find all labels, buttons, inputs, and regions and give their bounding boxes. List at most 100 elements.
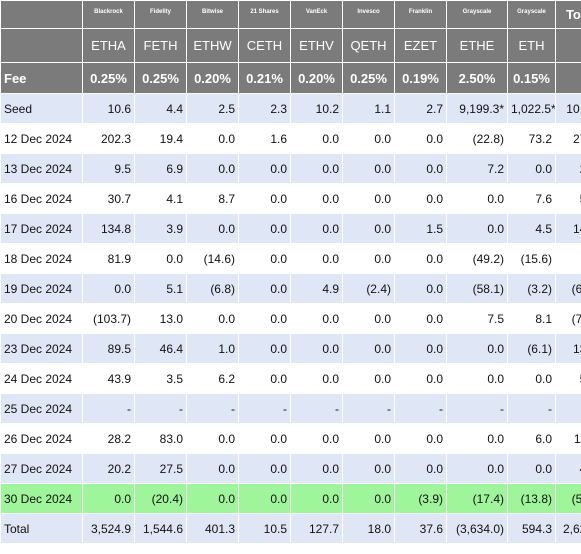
value-cell: - xyxy=(134,393,187,424)
table-row: 13 Dec 20249.56.90.00.00.00.00.07.20.023… xyxy=(0,153,581,184)
row-total-cell: 53.6 xyxy=(555,363,581,394)
total-header: Total xyxy=(555,0,581,29)
value-cell: 7.5 xyxy=(446,303,508,334)
row-total-cell: (55.5) xyxy=(555,483,581,514)
table-row: 23 Dec 2024 89.5 46.4 1.0 0.0 0.0 0.0 0.0 0.0 (6.… xyxy=(0,333,581,364)
issuer-cell: Blackrock xyxy=(82,0,135,29)
row-total-cell: 117.2 xyxy=(555,423,581,454)
value-cell: 1.0 xyxy=(186,333,239,364)
table-row: 12 Dec 2024 202.3 19.4 0.0 1.6 0.0 0.0 0.0 (22.8… xyxy=(0,123,581,154)
ticker-header-row: ETHA FETH ETHW CETH ETHV QETH EZET ETHE … xyxy=(0,28,581,63)
table-row: 19 Dec 2024 0.0 5.1 (6.8) 0.0 4.9 (2.4) 0.0 (58.… xyxy=(0,273,581,304)
issuer-cell: Grayscale xyxy=(446,0,508,29)
value-cell: - xyxy=(186,393,239,424)
value-cell: 0.0 xyxy=(394,243,447,274)
value-cell: 10.2 xyxy=(290,93,343,124)
value-cell: 1.1 xyxy=(342,93,395,124)
value-cell: 9,199.3* xyxy=(446,93,508,124)
value-cell: 0.0 xyxy=(238,153,291,184)
fee-cell: 2.50% xyxy=(446,62,508,94)
value-cell: 0.0 xyxy=(290,213,343,244)
value-cell: (3.2) xyxy=(507,273,556,304)
ticker-cell: ETH xyxy=(507,28,556,63)
row-label: 27 Dec 2024 xyxy=(0,453,83,484)
value-cell: 27.5 xyxy=(134,453,187,484)
issuer-cell: Grayscale xyxy=(507,0,556,29)
ticker-cell: EZET xyxy=(394,28,447,63)
value-cell: 0.0 xyxy=(446,423,508,454)
table-row: 26 Dec 2024 28.2 83.0 0.0 0.0 0.0 0.0 0.0 0.0 6.0… xyxy=(0,423,581,454)
value-cell: 46.4 xyxy=(134,333,187,364)
value-cell: 127.7 xyxy=(290,513,343,544)
value-cell: 6.9 xyxy=(134,153,187,184)
value-cell: 0.0 xyxy=(238,303,291,334)
value-cell: 37.6 xyxy=(394,513,447,544)
value-cell: 0.0 xyxy=(238,423,291,454)
value-cell: 0.0 xyxy=(394,453,447,484)
value-cell: (15.6) xyxy=(507,243,556,274)
fee-cell: 0.19% xyxy=(394,62,447,94)
corner-cell xyxy=(0,0,83,29)
fee-label: Fee xyxy=(0,62,83,94)
value-cell: (6.1) xyxy=(507,333,556,364)
value-cell: 3,524.9 xyxy=(82,513,135,544)
value-cell: - xyxy=(238,393,291,424)
value-cell: 0.0 xyxy=(238,183,291,214)
value-cell: 0.0 xyxy=(394,303,447,334)
value-cell: 0.0 xyxy=(394,363,447,394)
value-cell: 202.3 xyxy=(82,123,135,154)
value-cell: 4.5 xyxy=(507,213,556,244)
value-cell: (58.1) xyxy=(446,273,508,304)
value-cell: 1.5 xyxy=(394,213,447,244)
row-label: 25 Dec 2024 xyxy=(0,393,83,424)
value-cell: 2.3 xyxy=(238,93,291,124)
value-cell: 8.1 xyxy=(507,303,556,334)
value-cell: - xyxy=(394,393,447,424)
issuer-cell: VanEck xyxy=(290,0,343,29)
value-cell: 0.0 xyxy=(186,423,239,454)
row-label: 23 Dec 2024 xyxy=(0,333,83,364)
value-cell: 0.0 xyxy=(446,183,508,214)
issuer-cell: Franklin xyxy=(394,0,447,29)
table-row: Seed 10.6 4.4 2.5 2.3 10.2 1.1 2.7 9,199.3* 1,022… xyxy=(0,93,581,124)
value-cell: 0.0 xyxy=(342,183,395,214)
row-total-cell: 51.1 xyxy=(555,183,581,214)
value-cell: 0.0 xyxy=(290,333,343,364)
value-cell: - xyxy=(446,393,508,424)
value-cell: 0.0 xyxy=(290,453,343,484)
value-cell: 10.6 xyxy=(82,93,135,124)
value-cell: 0.0 xyxy=(186,123,239,154)
value-cell: (6.8) xyxy=(186,273,239,304)
row-label: 13 Dec 2024 xyxy=(0,153,83,184)
value-cell: 0.0 xyxy=(342,213,395,244)
ticker-cell: ETHE xyxy=(446,28,508,63)
value-cell: (3,634.0) xyxy=(446,513,508,544)
table-row: 17 Dec 2024 134.8 3.9 0.0 0.0 0.0 0.0 1.5 0.0 4.5… xyxy=(0,213,581,244)
value-cell: (14.6) xyxy=(186,243,239,274)
issuer-header-row: Blackrock Fidelity Bitwise 21 Shares Van… xyxy=(0,0,581,29)
row-total-cell: 23.6 xyxy=(555,153,581,184)
value-cell: 0.0 xyxy=(186,153,239,184)
value-cell: 0.0 xyxy=(290,483,343,514)
ticker-cell: ETHV xyxy=(290,28,343,63)
value-cell: 0.0 xyxy=(238,453,291,484)
table-row: 30 Dec 2024 0.0 (20.4) 0.0 0.0 0.0 0.0 (3.9) (17… xyxy=(0,483,581,514)
value-cell: 5.1 xyxy=(134,273,187,304)
value-cell: 0.0 xyxy=(290,183,343,214)
value-cell: 0.0 xyxy=(394,153,447,184)
table-row: 27 Dec 2024 20.2 27.5 0.0 0.0 0.0 0.0 0.0 0.0 0.0… xyxy=(0,453,581,484)
row-label: 19 Dec 2024 xyxy=(0,273,83,304)
issuer-cell: Fidelity xyxy=(134,0,187,29)
fee-cell: 0.25% xyxy=(82,62,135,94)
value-cell: 0.0 xyxy=(186,303,239,334)
value-cell: 43.9 xyxy=(82,363,135,394)
ticker-cell: ETHA xyxy=(82,28,135,63)
value-cell: 0.0 xyxy=(394,123,447,154)
value-cell: 0.0 xyxy=(507,453,556,484)
value-cell: 8.7 xyxy=(186,183,239,214)
value-cell: 0.0 xyxy=(446,363,508,394)
row-total-cell: 273.7 xyxy=(555,123,581,154)
value-cell: 19.4 xyxy=(134,123,187,154)
value-cell: - xyxy=(342,393,395,424)
issuer-cell: Bitwise xyxy=(186,0,239,29)
